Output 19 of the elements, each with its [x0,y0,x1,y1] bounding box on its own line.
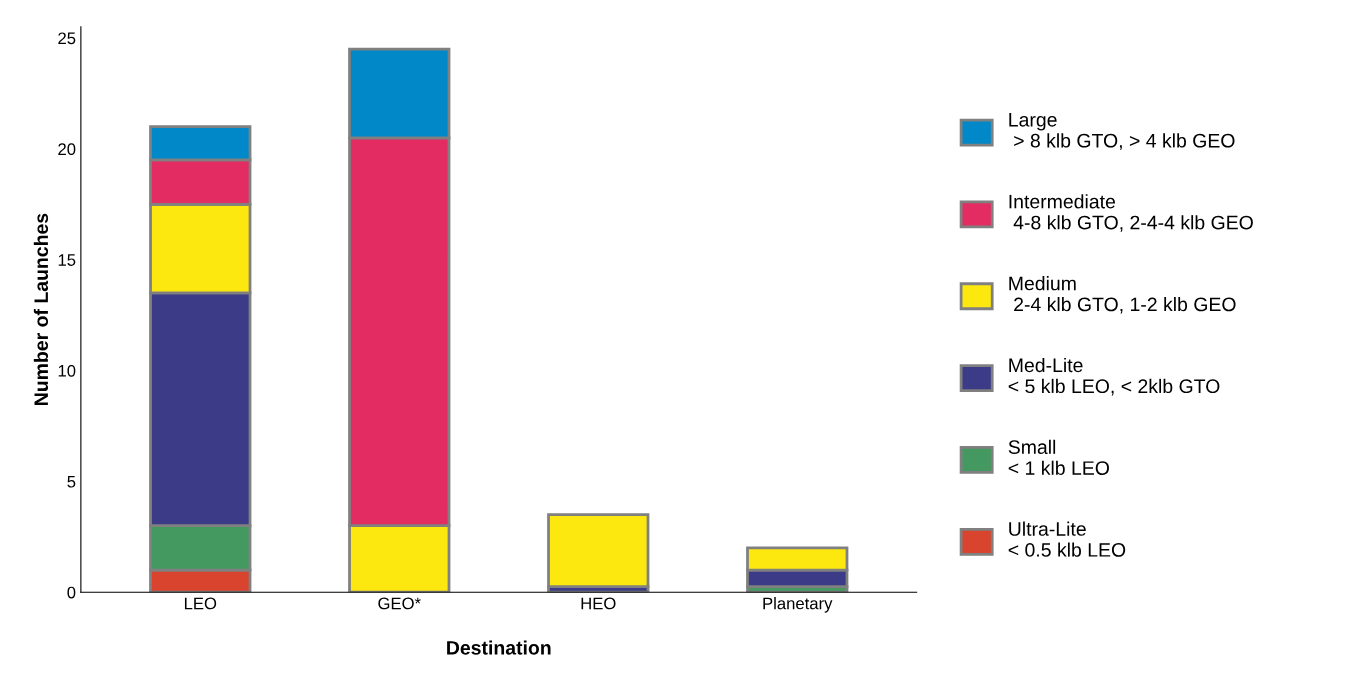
bar [547,513,650,589]
y-tick-label: 25 [58,32,76,45]
legend-label: Intermediate 4-8 klb GTO, 2-4-4 klb GEO [1009,194,1253,232]
x-tick-label: HEO [581,597,616,610]
y-tick-label: 20 [58,143,76,156]
legend-label: Med-Lite < 5 klb LEO, < 2klb GTO [1008,357,1220,396]
y-tick-label: 15 [58,254,76,266]
legend-label: Small < 1 klb LEO [1008,439,1109,475]
y-tick-label: 0 [67,586,76,599]
x-tick-label: LEO [184,597,217,610]
x-tick-label: Planetary [763,597,833,613]
legend-label: Medium 2-4 klb GTO, 1-2 klb GEO [1009,276,1236,314]
x-axis-title: Destination [447,640,551,655]
y-tick-label: 5 [67,475,76,488]
y-tick-label: 10 [58,364,76,377]
y-axis-title: Number of Launches [33,213,49,405]
legend-label: Large > 8 klb GTO, > 4 klb GEO [1009,113,1235,150]
x-tick-label: GEO* [378,597,421,610]
legend-label: Ultra-Lite < 0.5 klb LEO [1008,521,1126,557]
